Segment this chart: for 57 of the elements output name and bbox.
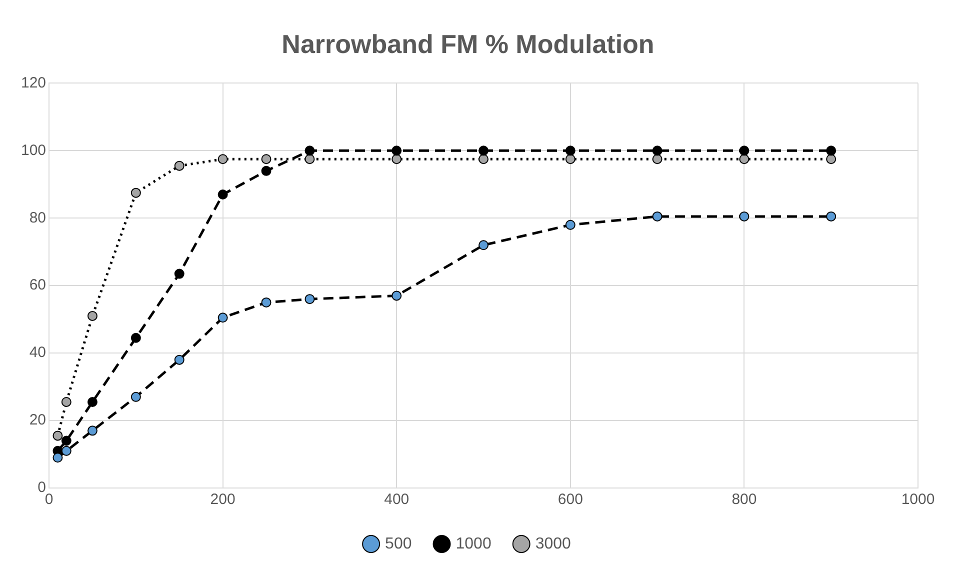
point bbox=[478, 146, 489, 156]
point bbox=[52, 452, 63, 463]
point bbox=[478, 154, 489, 164]
point bbox=[392, 290, 402, 301]
point bbox=[130, 392, 141, 402]
point bbox=[826, 211, 836, 222]
x-tick-label: 1000 bbox=[901, 491, 935, 508]
point bbox=[304, 146, 315, 156]
x-tick-label: 600 bbox=[558, 491, 583, 508]
point bbox=[130, 332, 141, 343]
x-tick-label: 200 bbox=[210, 491, 236, 508]
point bbox=[652, 211, 662, 222]
y-tick-label: 120 bbox=[20, 74, 46, 92]
legend-label: 3000 bbox=[535, 535, 572, 552]
point bbox=[826, 154, 836, 164]
point bbox=[61, 436, 72, 446]
point bbox=[392, 146, 402, 156]
y-tick-label: 20 bbox=[29, 412, 46, 429]
point bbox=[565, 146, 576, 156]
point bbox=[565, 154, 576, 164]
point bbox=[61, 396, 72, 407]
point bbox=[87, 396, 98, 407]
point bbox=[261, 154, 272, 164]
point bbox=[739, 211, 750, 222]
point bbox=[218, 154, 228, 164]
point bbox=[174, 268, 184, 279]
x-tick-label: 800 bbox=[732, 491, 757, 508]
point bbox=[174, 354, 184, 365]
point bbox=[652, 146, 662, 156]
point bbox=[392, 154, 402, 164]
point bbox=[174, 160, 184, 171]
x-tick-label: 400 bbox=[384, 491, 410, 508]
point bbox=[652, 154, 662, 164]
point bbox=[826, 146, 836, 156]
y-tick-label: 0 bbox=[38, 479, 46, 496]
point bbox=[130, 188, 141, 198]
point bbox=[87, 310, 98, 321]
point bbox=[61, 446, 72, 456]
y-tick-label: 40 bbox=[29, 344, 46, 362]
point bbox=[87, 426, 98, 436]
point bbox=[478, 240, 489, 250]
point bbox=[739, 146, 750, 156]
point bbox=[52, 430, 63, 441]
legend-label: 1000 bbox=[456, 535, 492, 552]
point bbox=[261, 166, 272, 176]
y-tick-label: 100 bbox=[20, 142, 46, 159]
point bbox=[218, 312, 228, 323]
point bbox=[218, 190, 228, 200]
y-tick-label: 80 bbox=[29, 209, 46, 226]
legend-label: 500 bbox=[385, 535, 412, 552]
point bbox=[261, 297, 272, 308]
point bbox=[565, 220, 576, 230]
point bbox=[304, 294, 315, 304]
point bbox=[739, 154, 750, 164]
point bbox=[304, 154, 315, 164]
y-tick-label: 60 bbox=[29, 276, 46, 294]
chart-title: Narrowband FM % Modulation bbox=[282, 28, 654, 59]
